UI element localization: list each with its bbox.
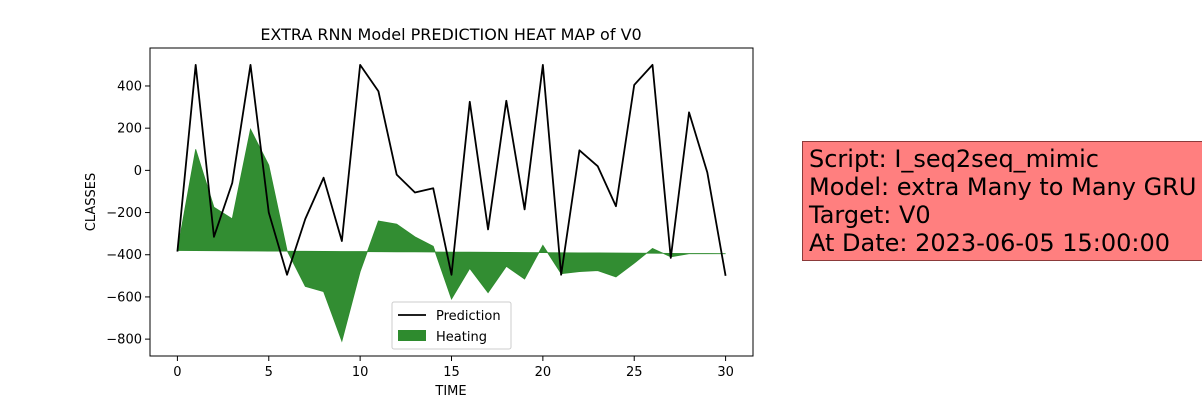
- chart-legend: Prediction Heating: [391, 301, 512, 350]
- x-tick-label: 10: [352, 365, 369, 380]
- x-axis-ticks: 0 5 10 15 20 25 30: [173, 356, 734, 380]
- legend-label-prediction: Prediction: [436, 309, 501, 324]
- info-box: Script: I_seq2seq_mimic Model: extra Man…: [802, 141, 1202, 261]
- heating-area-layer: [176, 128, 726, 343]
- legend-swatch-heating: [398, 330, 426, 341]
- y-tick-label: 0: [134, 164, 142, 179]
- info-model-line: Model: extra Many to Many GRU: [809, 173, 1197, 201]
- x-tick-label: 20: [535, 365, 552, 380]
- y-tick-label: −400: [106, 248, 142, 263]
- x-axis-title: TIME: [434, 384, 466, 399]
- x-tick-label: 30: [717, 365, 734, 380]
- info-script-line: Script: I_seq2seq_mimic: [809, 145, 1099, 173]
- x-tick-label: 0: [173, 365, 181, 380]
- x-tick-label: 25: [626, 365, 643, 380]
- chart-title: EXTRA RNN Model PREDICTION HEAT MAP of V…: [260, 25, 641, 44]
- prediction-line-layer: [176, 63, 727, 276]
- x-tick-label: 5: [265, 365, 273, 380]
- legend-label-heating: Heating: [436, 330, 487, 345]
- info-date-line: At Date: 2023-06-05 15:00:00: [809, 229, 1171, 257]
- y-tick-label: 200: [117, 122, 142, 137]
- y-tick-label: 400: [117, 79, 142, 94]
- y-axis-title: CLASSES: [84, 173, 99, 231]
- y-tick-label: −800: [106, 333, 142, 348]
- y-tick-label: −200: [106, 206, 142, 221]
- prediction-line: [176, 63, 727, 276]
- y-axis-ticks: 400 200 0 −200 −400 −600 −800: [106, 79, 150, 348]
- y-tick-label: −600: [106, 290, 142, 305]
- heating-area: [176, 128, 726, 343]
- x-tick-label: 15: [443, 365, 460, 380]
- info-target-line: Target: V0: [809, 201, 931, 229]
